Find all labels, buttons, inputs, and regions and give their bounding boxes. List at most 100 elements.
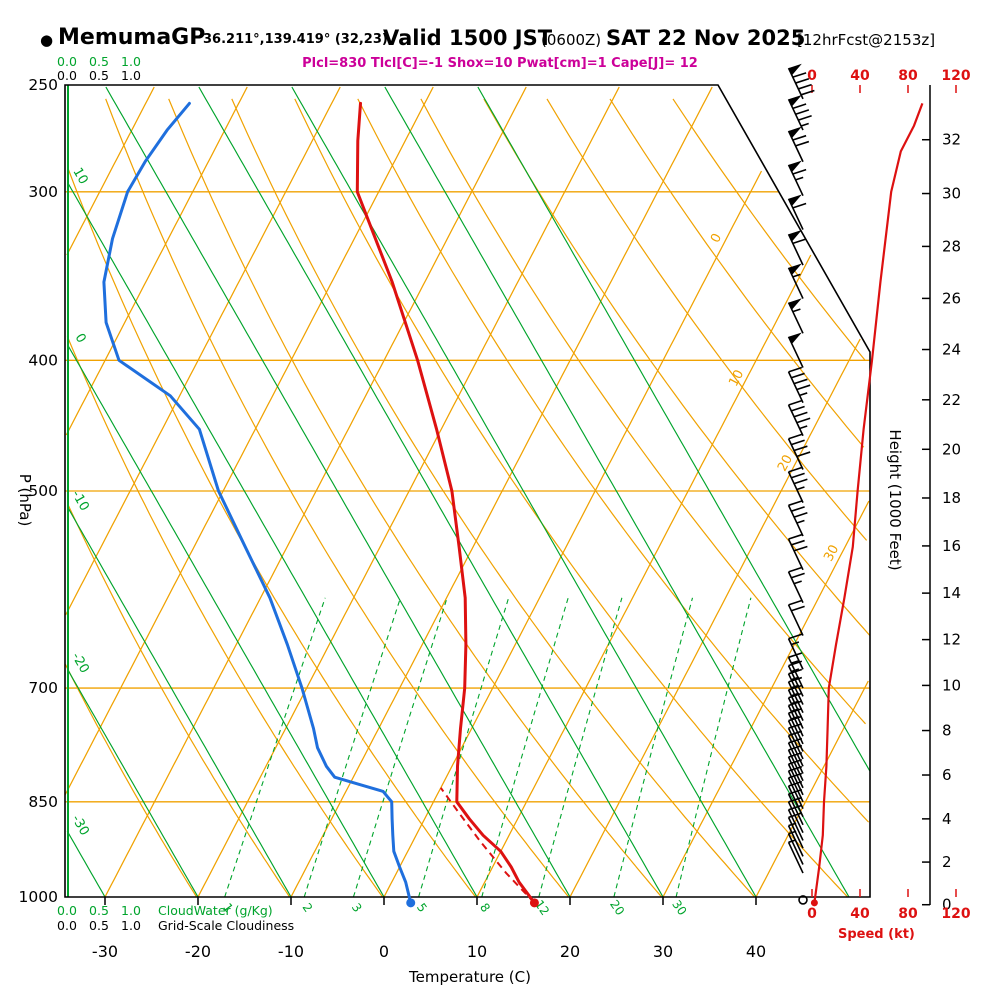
- wind-barbs: [787, 63, 815, 905]
- cloudwater-scale-label: 0.0: [57, 54, 77, 69]
- cloudiness-scale-label: 0.5: [89, 68, 109, 83]
- height-tick-label: 4: [942, 810, 952, 828]
- mixing-ratio-label: 2: [300, 901, 316, 915]
- calm-wind-circle: [798, 895, 808, 905]
- cloudiness-scale-label: 1.0: [121, 68, 141, 83]
- mixing-ratio-label: 5: [414, 901, 430, 915]
- temperature-axis-title: Temperature (C): [408, 968, 531, 986]
- pressure-tick-label: 400: [28, 351, 58, 369]
- temperature-tick-label: 30: [653, 942, 673, 961]
- pressure-axis-title: P (hPa): [16, 474, 34, 527]
- height-tick-label: 12: [942, 631, 961, 649]
- station-coords: 36.211°,139.419° (32,23): [203, 32, 388, 47]
- pressure-gridlines: [65, 191, 870, 803]
- height-tick-label: 2: [942, 853, 952, 871]
- height-axis-title: Height (1000 Feet): [886, 429, 904, 570]
- cloudwater-axis-title: CloudWater (g/Kg): [158, 903, 273, 918]
- cloudwater-scale-label: 0.5: [89, 903, 109, 918]
- surface-speed-dot: [810, 899, 818, 907]
- cloudiness-scale-label: 0.0: [57, 68, 77, 83]
- height-tick-label: 32: [942, 131, 961, 149]
- speed-tick-label: 0: [807, 68, 817, 84]
- height-tick-label: 18: [942, 489, 961, 507]
- moist-adiabat-label: 10: [69, 165, 90, 187]
- temperature-axis: -30 -20 -10 0 10 20 30 40 Temperature (C): [92, 897, 766, 986]
- height-tick-label: 22: [942, 391, 961, 409]
- station-bullet-icon: ●: [40, 31, 54, 49]
- height-tick-label: 6: [942, 766, 952, 784]
- speed-tick-label: 120: [941, 68, 970, 84]
- cloudiness-axis-title: Grid-Scale Cloudiness: [158, 918, 294, 933]
- height-tick-label: 14: [942, 584, 961, 602]
- pressure-tick-label: 700: [28, 679, 58, 697]
- pressure-tick-label: 1000: [19, 888, 58, 906]
- cloudwater-scale-label: 1.0: [121, 54, 141, 69]
- speed-tick-label: 40: [850, 68, 870, 84]
- pressure-axis: 250 300 400 500 700 850 1000 P (hPa): [16, 76, 58, 906]
- temperature-tick-label: -10: [278, 942, 304, 961]
- temperature-tick-label: -30: [92, 942, 118, 961]
- cloudwater-scale-label: 0.5: [89, 54, 109, 69]
- height-tick-label: 30: [942, 185, 961, 203]
- height-tick-label: 28: [942, 237, 961, 255]
- temperature-tick-label: 40: [746, 942, 766, 961]
- isotherms: [64, 86, 870, 898]
- mixing-ratio-label: 3: [349, 901, 365, 915]
- pressure-tick-label: 250: [28, 76, 58, 94]
- mixing-ratio-label: 8: [477, 901, 493, 915]
- height-tick-label: 20: [942, 440, 961, 458]
- isotherm-label: 10: [726, 368, 747, 390]
- speed-tick-label: 40: [850, 906, 870, 922]
- height-tick-label: 24: [942, 341, 961, 359]
- speed-curve: [810, 103, 924, 907]
- valid-utc: (0600Z): [541, 31, 602, 49]
- cloudwater-scale-label: 0.0: [57, 903, 77, 918]
- dewpoint-curve: [102, 101, 416, 908]
- pressure-tick-label: 500: [28, 482, 58, 500]
- isotherm-label: 20: [775, 453, 796, 475]
- speed-axis-title: Speed (kt): [838, 927, 915, 942]
- height-tick-label: 26: [942, 289, 961, 307]
- forecast-info: [12hrFcst@2153z]: [797, 31, 936, 49]
- cloudiness-scale-label: 1.0: [121, 918, 141, 933]
- dry-adiabats: [64, 98, 871, 898]
- moist-adiabat-label: -20: [68, 650, 92, 676]
- moist-adiabat-label: -10: [68, 488, 92, 514]
- temperature-tick-label: 0: [379, 942, 389, 961]
- height-tick-label: 16: [942, 537, 961, 555]
- parcel-curve: [439, 787, 536, 904]
- speed-tick-label: 80: [898, 68, 918, 84]
- mixing-ratio-lines: [224, 597, 752, 898]
- temperature-tick-label: 20: [560, 942, 580, 961]
- pressure-tick-label: 300: [28, 183, 58, 201]
- station-name: MemumaGP: [58, 25, 206, 50]
- height-tick-label: 0: [942, 896, 952, 914]
- stability-params: Plcl=830 Tlcl[C]=-1 Shox=10 Pwat[cm]=1 C…: [302, 56, 698, 71]
- cloudiness-scale-label: 0.0: [57, 918, 77, 933]
- temperature-tick-label: -20: [185, 942, 211, 961]
- height-tick-label: 8: [942, 722, 952, 740]
- mixing-ratio-label: 30: [669, 897, 689, 918]
- isotherm-label: 0: [708, 231, 725, 245]
- cloudwater-scale: 0.0 0.5 1.0 0.0 0.5 1.0 0.0 0.5 1.0 0.0 0.5 1.0 Clou…: [57, 54, 294, 933]
- valid-date: SAT 22 Nov 2025: [606, 26, 806, 50]
- temperature-curve: [355, 101, 539, 908]
- temperature-tick-label: 10: [467, 942, 487, 961]
- speed-tick-label: 80: [898, 906, 918, 922]
- plot-border: [64, 84, 871, 898]
- speed-tick-label: 120: [941, 906, 970, 922]
- speed-tick-label: 0: [807, 906, 817, 922]
- surface-temperature-dot: [529, 898, 539, 908]
- cloudwater-scale-label: 1.0: [121, 903, 141, 918]
- height-tick-label: 10: [942, 676, 961, 694]
- surface-dewpoint-dot: [406, 898, 416, 908]
- cloudiness-scale-label: 0.5: [89, 918, 109, 933]
- moist-adiabat-label: 0: [71, 331, 88, 346]
- moist-adiabat-label: -30: [68, 812, 92, 838]
- isotherm-label: 30: [821, 543, 842, 565]
